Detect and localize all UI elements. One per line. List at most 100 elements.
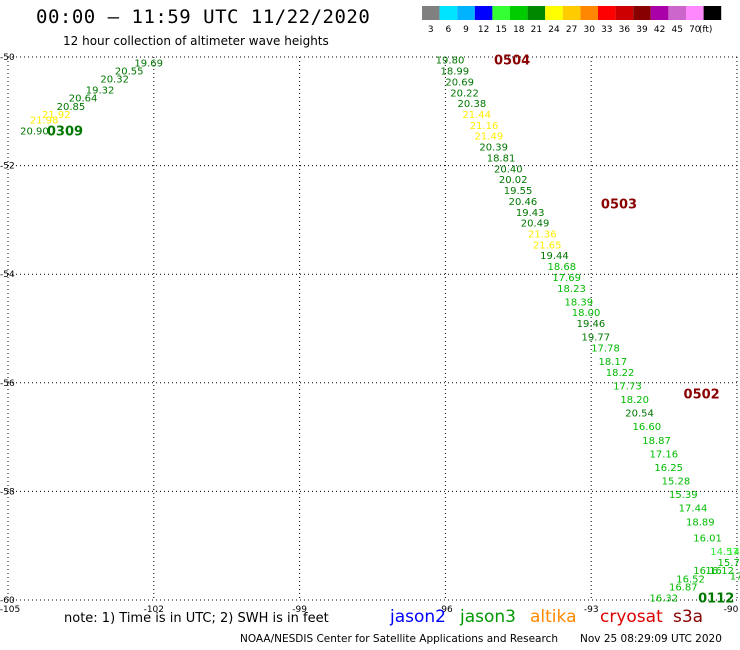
legend-swatch bbox=[668, 6, 686, 20]
y-tick-label: -56 bbox=[0, 379, 15, 389]
legend-label: 33 bbox=[601, 25, 612, 35]
wave-height-label: 14.57 bbox=[710, 547, 739, 558]
wave-height-label: 16.60 bbox=[633, 422, 662, 433]
wave-height-label: 18.87 bbox=[642, 436, 671, 447]
legend-label: 18 bbox=[513, 25, 525, 35]
pass-time-label: 0112 bbox=[698, 591, 734, 606]
wave-height-label: 17.78 bbox=[591, 344, 620, 355]
wave-height-label: 19.46 bbox=[577, 319, 606, 330]
pass-time-label: 0309 bbox=[47, 124, 83, 139]
map-grid bbox=[7, 56, 738, 601]
legend-label: 70 bbox=[689, 25, 701, 35]
wave-height-label: 19.69 bbox=[134, 58, 163, 69]
legend-swatch bbox=[633, 6, 651, 20]
y-tick-label: -50 bbox=[0, 53, 15, 63]
wave-height-label: 21.49 bbox=[475, 132, 504, 143]
legend-swatch bbox=[703, 6, 722, 20]
wave-height-label: 20.02 bbox=[499, 175, 528, 186]
x-tick-label: -93 bbox=[584, 605, 599, 615]
wave-height-label: 20.69 bbox=[445, 77, 474, 88]
legend-swatch bbox=[422, 6, 440, 20]
wave-height-label: 19.80 bbox=[436, 56, 465, 67]
wave-height-label: 19.77 bbox=[581, 333, 610, 344]
legend-cryosat: cryosat bbox=[600, 607, 663, 627]
wave-height-label: 18.17 bbox=[598, 357, 627, 368]
legend-unit: (ft) bbox=[699, 25, 713, 35]
legend-label: 3 bbox=[428, 25, 434, 35]
legend-swatch bbox=[457, 6, 475, 20]
x-tick-label: -90 bbox=[724, 605, 739, 615]
wave-height-label: 20.38 bbox=[458, 99, 487, 110]
legend-label: 27 bbox=[566, 25, 577, 35]
legend-swatch bbox=[650, 6, 669, 20]
wave-height-label: 20.32 bbox=[100, 75, 129, 86]
wave-height-label: 14.91 bbox=[727, 547, 740, 558]
y-tick-label: -54 bbox=[0, 270, 15, 280]
wave-height-label: 16.87 bbox=[669, 582, 698, 593]
legend-swatch bbox=[492, 6, 510, 20]
color-legend: 3 6 9 12 15 18 21 24 27 30 33 36 39 42 45 70(ft) bbox=[422, 6, 722, 35]
x-tick-label: -99 bbox=[292, 605, 307, 615]
wave-height-label: 21.92 bbox=[42, 110, 71, 121]
y-tick-label: -52 bbox=[0, 162, 15, 172]
legend-label: 12 bbox=[478, 25, 489, 35]
wave-height-label: 16.12 bbox=[705, 566, 734, 577]
legend-label: 42 bbox=[654, 25, 665, 35]
wave-height-label: 15.28 bbox=[662, 477, 691, 488]
wave-height-label: 21.98 bbox=[30, 115, 59, 126]
legend-swatch bbox=[527, 6, 546, 20]
pass-time-label: 0504 bbox=[494, 54, 530, 69]
pass-time-label: 0503 bbox=[601, 198, 637, 213]
legend-swatch bbox=[598, 6, 616, 20]
wave-height-label: 21.16 bbox=[470, 121, 499, 132]
legend-s3a: s3a bbox=[673, 607, 704, 627]
footer-timestamp: Nov 25 08:29:09 UTC 2020 bbox=[580, 633, 722, 645]
wave-height-label: 17.16 bbox=[650, 449, 679, 460]
legend-label: 24 bbox=[548, 25, 560, 35]
x-tick-label: -102 bbox=[144, 605, 164, 615]
legend-swatch bbox=[562, 6, 581, 20]
legend-label: 45 bbox=[671, 25, 682, 35]
legend-label: 15 bbox=[495, 25, 506, 35]
wave-height-label: 20.55 bbox=[115, 67, 144, 78]
wave-height-values: 19.6920.5520.3219.3220.6420.8521.9221.98… bbox=[20, 56, 740, 605]
wave-height-label: 16.01 bbox=[693, 534, 722, 545]
legend-label: 6 bbox=[446, 25, 452, 35]
legend-label: 36 bbox=[619, 25, 631, 35]
wave-height-label: 19.55 bbox=[504, 186, 533, 197]
legend-label: 39 bbox=[636, 25, 648, 35]
x-tick-label: -96 bbox=[438, 605, 453, 615]
legend-swatch bbox=[545, 6, 563, 20]
legend-label: 30 bbox=[583, 25, 595, 35]
wave-height-label: 17.44 bbox=[679, 504, 708, 515]
legend-swatch bbox=[580, 6, 598, 20]
legend-swatch bbox=[439, 6, 458, 20]
y-tick-label: -60 bbox=[0, 596, 15, 606]
wave-height-label: 20.46 bbox=[509, 197, 538, 208]
wave-height-label: 19.43 bbox=[516, 208, 545, 219]
wave-height-label: 20.39 bbox=[479, 143, 508, 154]
wave-height-label: 19.44 bbox=[540, 251, 569, 262]
wave-height-label: 18.81 bbox=[487, 153, 516, 164]
wave-height-label: 20.40 bbox=[494, 164, 523, 175]
wave-height-label: 18.68 bbox=[547, 262, 576, 273]
legend-swatch bbox=[510, 6, 528, 20]
pass-time-labels: 0504 0503 0502 0309 0112 bbox=[47, 54, 734, 607]
pass-time-label: 0502 bbox=[684, 388, 720, 403]
wave-height-label: 17.73 bbox=[613, 382, 642, 393]
wave-height-label: 20.54 bbox=[625, 409, 654, 420]
note-text: note: 1) Time is in UTC; 2) SWH is in fe… bbox=[64, 611, 329, 626]
wave-height-label: 16.16 bbox=[693, 566, 722, 577]
wave-height-label: 20.64 bbox=[69, 94, 98, 105]
wave-height-label: 20.85 bbox=[57, 102, 86, 113]
wave-height-label: 15.78 bbox=[718, 558, 740, 569]
wave-height-label: 16.52 bbox=[676, 574, 705, 585]
chart-title: 00:00 – 11:59 UTC 11/22/2020 bbox=[36, 6, 371, 28]
legend-label: 9 bbox=[463, 25, 469, 35]
x-tick-label: -105 bbox=[0, 605, 20, 615]
y-tick-label: -58 bbox=[0, 487, 15, 497]
legend-label: 21 bbox=[531, 25, 542, 35]
legend-altika: altika bbox=[530, 607, 577, 627]
wave-height-label: 18.23 bbox=[557, 284, 586, 295]
